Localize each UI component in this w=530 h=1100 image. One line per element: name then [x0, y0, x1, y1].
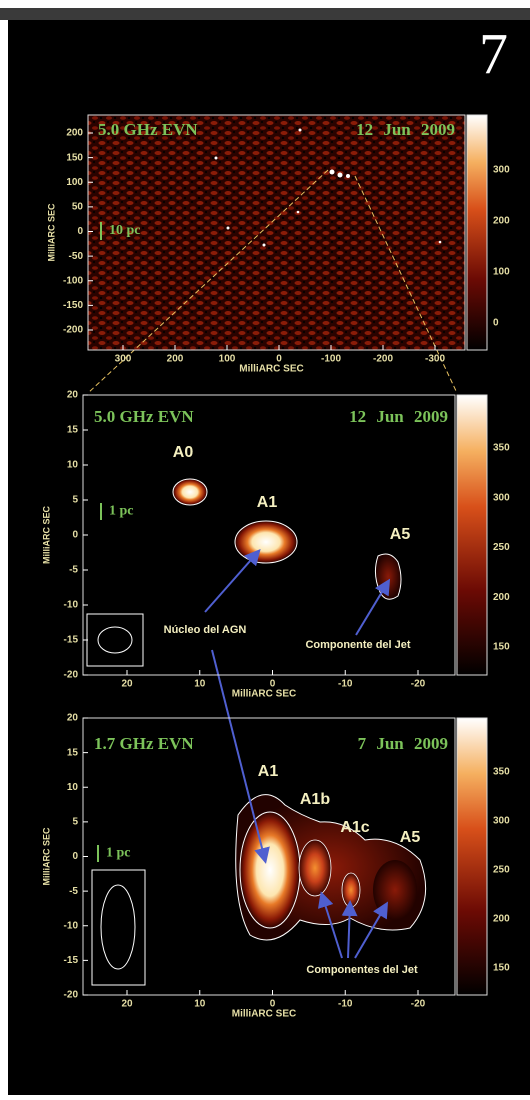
panel-date: 7 Jun 2009 — [358, 734, 448, 753]
annotation: A1c — [340, 819, 369, 836]
x-tick-label: -100 — [321, 354, 341, 365]
x-tick-label: -20 — [411, 679, 426, 690]
y-tick-label: 0 — [72, 530, 78, 541]
x-tick-label: 10 — [194, 679, 206, 690]
colorbar-tick-label: 100 — [493, 267, 510, 278]
colorbar-tick-label: 200 — [493, 914, 510, 925]
y-axis-label: MilliARC SEC — [41, 827, 51, 886]
y-tick-label: -50 — [69, 251, 84, 262]
annotation: A0 — [173, 444, 194, 461]
image — [88, 115, 465, 350]
y-tick-label: 150 — [66, 152, 83, 163]
x-tick-label: -10 — [338, 679, 353, 690]
source — [235, 521, 297, 563]
colorbar-tick-label: 250 — [493, 865, 510, 876]
colorbar-tick-label: 200 — [493, 216, 510, 227]
colorbar-tick-label: 300 — [493, 165, 510, 176]
x-tick-label: 200 — [167, 354, 184, 365]
x-tick-label: 300 — [115, 354, 132, 365]
panel-title: 5.0 GHz EVN — [98, 120, 198, 139]
y-tick-label: -5 — [69, 565, 78, 576]
source — [173, 479, 207, 505]
y-tick-label: 20 — [67, 390, 79, 401]
figure: 7 3002001000-100-200-300200150100500-50-… — [0, 0, 530, 1100]
annotation: A1b — [300, 791, 330, 808]
panel-title: 5.0 GHz EVN — [94, 407, 194, 426]
y-tick-label: 0 — [72, 851, 78, 862]
colorbar-tick-label: 250 — [493, 542, 510, 553]
y-tick-label: -10 — [64, 920, 79, 931]
scale-label: 1 pc — [109, 504, 134, 519]
y-tick-label: -150 — [63, 300, 83, 311]
colorbar-tick-label: 0 — [493, 318, 499, 329]
y-tick-label: 200 — [66, 128, 83, 139]
annotation: A1 — [257, 494, 278, 511]
y-tick-label: 10 — [67, 460, 79, 471]
colorbar-tick-label: 300 — [493, 492, 510, 503]
source — [299, 840, 331, 896]
source — [373, 860, 417, 920]
annotation: A5 — [390, 526, 411, 543]
y-tick-label: 15 — [67, 747, 79, 758]
y-tick-label: 10 — [67, 782, 79, 793]
x-axis-label: MilliARC SEC — [232, 689, 296, 700]
colorbar — [467, 115, 487, 350]
x-tick-label: -300 — [425, 354, 445, 365]
y-tick-label: 5 — [72, 817, 78, 828]
y-tick-label: -20 — [64, 670, 79, 681]
scale-label: 1 pc — [106, 846, 131, 861]
annotation: Núcleo del AGN — [164, 624, 247, 636]
x-tick-label: 10 — [194, 999, 206, 1010]
page-number: 7 — [479, 21, 508, 86]
y-tick-label: 50 — [72, 202, 84, 213]
colorbar — [457, 395, 487, 675]
x-tick-label: -200 — [373, 354, 393, 365]
y-tick-label: -5 — [69, 886, 78, 897]
source — [342, 873, 360, 907]
y-tick-label: 0 — [77, 226, 83, 237]
source — [240, 812, 300, 928]
y-tick-label: 5 — [72, 495, 78, 506]
scale-label: 10 pc — [109, 223, 141, 238]
colorbar-tick-label: 150 — [493, 963, 510, 974]
colorbar-tick-label: 150 — [493, 642, 510, 653]
header-bar — [0, 8, 530, 20]
annotation: Componente del Jet — [305, 639, 410, 651]
x-tick-label: -20 — [411, 999, 426, 1010]
annotation: A5 — [400, 829, 421, 846]
y-tick-label: -20 — [64, 990, 79, 1001]
x-axis-label: MilliARC SEC — [232, 1009, 296, 1020]
x-tick-label: 100 — [219, 354, 236, 365]
y-tick-label: -15 — [64, 955, 79, 966]
y-axis-label: MilliARC SEC — [41, 506, 51, 565]
annotation: A1 — [258, 763, 279, 780]
panel-date: 12 Jun 2009 — [356, 120, 455, 139]
panel-date: 12 Jun 2009 — [349, 407, 448, 426]
colorbar — [457, 718, 487, 995]
colorbar-tick-label: 200 — [493, 592, 510, 603]
x-tick-label: 20 — [121, 999, 133, 1010]
panel-title: 1.7 GHz EVN — [94, 734, 194, 753]
x-axis-label: MilliARC SEC — [239, 364, 303, 375]
y-tick-label: -100 — [63, 275, 83, 286]
annotation: Componentes del Jet — [306, 964, 418, 976]
x-tick-label: 20 — [121, 679, 133, 690]
y-tick-label: -200 — [63, 325, 83, 336]
colorbar-tick-label: 300 — [493, 816, 510, 827]
colorbar-tick-label: 350 — [493, 443, 510, 454]
y-axis-label: MilliARC SEC — [46, 203, 56, 262]
y-tick-label: 100 — [66, 177, 83, 188]
y-tick-label: -15 — [64, 635, 79, 646]
y-tick-label: -10 — [64, 600, 79, 611]
y-tick-label: 20 — [67, 713, 79, 724]
y-tick-label: 15 — [67, 425, 79, 436]
x-tick-label: -10 — [338, 999, 353, 1010]
colorbar-tick-label: 350 — [493, 767, 510, 778]
